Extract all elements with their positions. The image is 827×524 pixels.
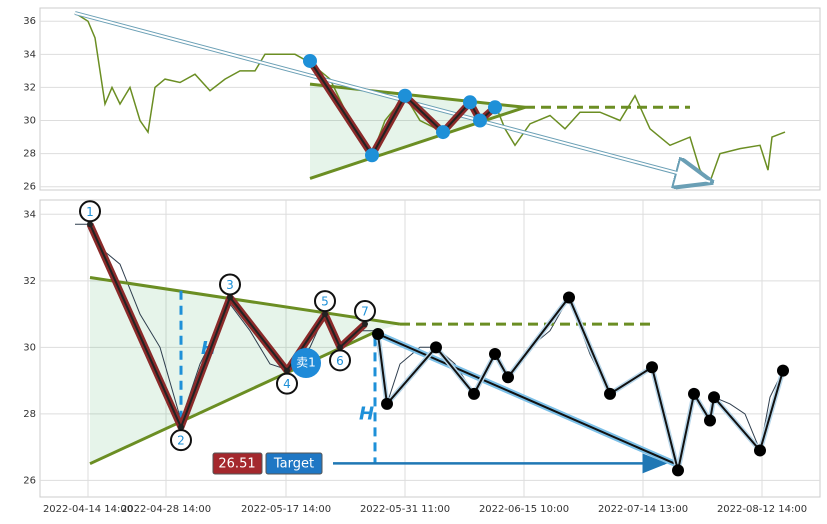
pattern-point [398, 88, 412, 103]
swing-point [754, 444, 766, 457]
triangle-lower [309, 105, 526, 180]
pattern-point [87, 221, 93, 228]
x-tick-label: 2022-04-14 14:00 [43, 504, 133, 515]
y-tick-label: 30 [23, 342, 36, 353]
pattern-point [337, 344, 343, 351]
y-tick-label: 32 [23, 82, 36, 93]
y-tick-label: 30 [23, 116, 36, 127]
swing-point [430, 341, 442, 354]
swing-point [688, 387, 700, 400]
y-tick-label: 26 [23, 475, 36, 486]
swing-point [672, 464, 684, 477]
swing-point [372, 328, 384, 341]
pattern-point [178, 424, 184, 431]
pattern-point [463, 95, 477, 110]
pattern-label: 5 [321, 295, 329, 309]
pattern-point [284, 367, 290, 374]
swing-point [489, 347, 501, 360]
pattern-point [436, 125, 450, 140]
swing-point [468, 387, 480, 400]
x-tick-label: 2022-05-17 14:00 [241, 504, 331, 515]
target-label: Target [273, 457, 314, 472]
y-tick-label: 32 [23, 276, 36, 287]
swing-point [708, 391, 720, 404]
pattern-ring [79, 200, 101, 223]
swing-point [646, 361, 658, 374]
y-tick-label: 26 [23, 182, 36, 193]
pattern-point [488, 100, 502, 115]
target-value: 26.51 [218, 457, 255, 472]
pattern-ring [354, 300, 376, 323]
pattern-point [473, 113, 487, 128]
triangle-lower [89, 329, 379, 466]
swing-point [777, 364, 789, 377]
x-tick-label: 2022-08-12 14:00 [717, 504, 807, 515]
pattern-point [362, 321, 368, 328]
y-tick-label: 34 [23, 49, 36, 60]
pattern-ring [276, 372, 298, 395]
target-value-box [212, 452, 263, 475]
pattern-point [322, 311, 328, 318]
pattern-label: 7 [361, 305, 369, 319]
panel-frame [39, 199, 821, 498]
pattern-label: 6 [336, 354, 344, 368]
x-tick-label: 2022-07-14 13:00 [598, 504, 688, 515]
target-label-box [265, 452, 323, 475]
pattern-ring [219, 273, 241, 296]
pattern-label: 1 [86, 205, 94, 219]
pattern-ring [329, 349, 351, 372]
x-tick-label: 2022-06-15 10:00 [479, 504, 569, 515]
swing-point [704, 414, 716, 427]
y-tick-label: 34 [23, 209, 36, 220]
y-tick-label: 28 [23, 149, 36, 160]
pattern-ring [314, 290, 336, 313]
pattern-point [303, 53, 317, 68]
x-tick-label: 2022-04-28 14:00 [121, 504, 211, 515]
signal-badge [291, 348, 321, 378]
height-label: H [359, 404, 374, 425]
swing-point [381, 397, 393, 410]
swing-point [502, 371, 514, 384]
y-tick-label: 28 [23, 409, 36, 420]
signal-label: 卖1 [296, 356, 316, 370]
pattern-point [227, 294, 233, 301]
swing-point [604, 387, 616, 400]
pattern-ring [170, 429, 192, 452]
pattern-label: 4 [283, 377, 291, 391]
swing-point [563, 291, 575, 304]
pattern-label: 2 [177, 434, 185, 448]
pattern-point [365, 148, 379, 163]
pattern-label: 3 [226, 278, 234, 292]
y-tick-label: 36 [23, 16, 36, 27]
trend-arrow-inner [74, 12, 711, 183]
triangle-upper [89, 276, 401, 326]
x-tick-label: 2022-05-31 11:00 [360, 504, 450, 515]
